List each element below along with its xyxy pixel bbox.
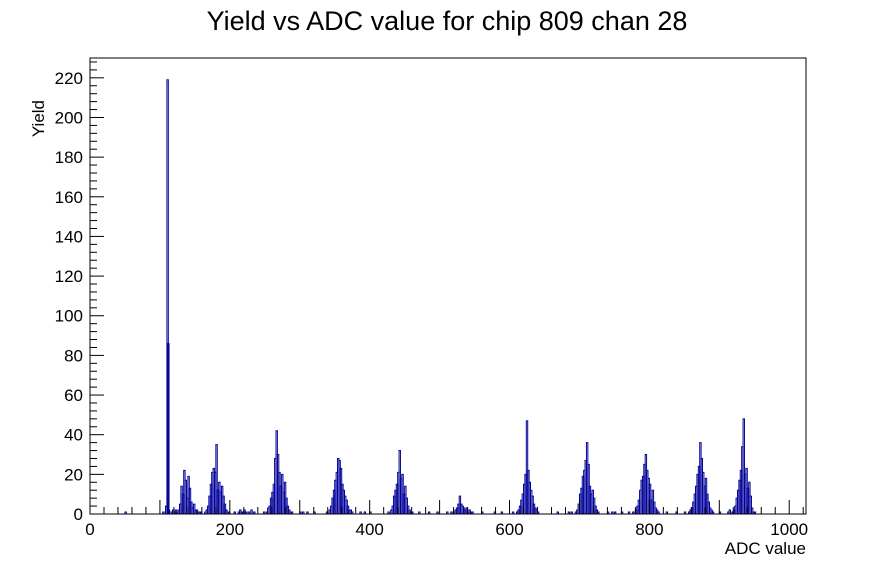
x-tick-label: 800: [635, 520, 663, 539]
histogram-bars: [124, 79, 757, 514]
histogram-bin: [632, 511, 635, 514]
histogram-bin: [253, 511, 256, 514]
plot-frame: [89, 57, 807, 515]
histogram-bin: [657, 511, 660, 514]
histogram-bin: [683, 511, 687, 514]
y-tick-label: 60: [64, 386, 83, 405]
y-tick-label: 140: [55, 227, 83, 246]
histogram-bin: [162, 511, 165, 514]
x-tick-label: 200: [216, 520, 244, 539]
x-tick-label: 1000: [770, 520, 808, 539]
chart-title: Yield vs ADC value for chip 809 chan 28: [207, 6, 688, 36]
histogram-bin: [306, 511, 309, 514]
histogram-bin: [627, 511, 631, 514]
histogram-bin: [363, 511, 366, 514]
x-axis-title: ADC value: [725, 539, 806, 558]
y-tick-label: 20: [64, 465, 83, 484]
histogram-bin: [597, 511, 600, 514]
histogram-bin: [613, 511, 617, 514]
histogram-bin: [446, 511, 449, 514]
histogram-bin: [223, 503, 227, 514]
x-tick-label: 0: [85, 520, 94, 539]
histogram-bin: [167, 342, 170, 514]
histogram-bin: [450, 511, 453, 514]
histogram-bin: [750, 507, 754, 514]
y-tick-label: 0: [74, 505, 83, 524]
histogram-bin: [742, 418, 745, 514]
histogram-bin: [192, 503, 196, 514]
x-tick-label: 400: [356, 520, 384, 539]
y-tick-label: 120: [55, 267, 83, 286]
histogram-bin: [262, 511, 266, 514]
histogram-bin: [184, 479, 187, 514]
y-axis-title: Yield: [29, 100, 48, 137]
y-tick-label: 80: [64, 346, 83, 365]
histogram-bin: [753, 511, 757, 514]
y-axis: 0 20 40 60 80 100 120 140 160 180 200 220: [55, 61, 104, 524]
histogram-bin: [290, 511, 294, 514]
histogram-bin: [351, 511, 354, 514]
histogram-bin: [511, 511, 515, 514]
histogram-bin: [749, 495, 752, 514]
histogram-bin: [500, 511, 504, 514]
y-tick-label: 180: [55, 148, 83, 167]
histogram-bin: [728, 509, 731, 514]
histogram-bin: [570, 511, 573, 514]
histogram-bin: [418, 511, 421, 514]
histogram-bin: [665, 511, 669, 514]
histogram-bin: [471, 511, 474, 514]
y-tick-label: 160: [55, 188, 83, 207]
histogram-bin: [567, 511, 571, 514]
histogram-bin: [556, 511, 559, 514]
x-axis: 0 200 400 600 800 1000: [85, 500, 808, 539]
y-tick-label: 100: [55, 307, 83, 326]
histogram-bin: [250, 509, 253, 514]
histogram-bin: [648, 483, 652, 514]
x-tick-label: 600: [495, 520, 523, 539]
histogram-bin: [359, 511, 362, 514]
histogram-bin: [233, 511, 236, 514]
histogram-bin: [188, 487, 192, 514]
histogram-bin: [167, 509, 171, 514]
histogram-bin: [244, 511, 248, 514]
histogram-bin: [525, 420, 529, 514]
histogram-bin: [711, 511, 715, 514]
y-tick-label: 40: [64, 426, 83, 445]
histogram-bin: [436, 511, 439, 514]
histogram-bin: [215, 444, 218, 514]
histogram-bin: [387, 511, 390, 514]
y-tick-label: 200: [55, 108, 83, 127]
histogram-bin: [124, 511, 127, 514]
y-tick-label: 220: [55, 69, 83, 88]
histogram-bin: [166, 79, 169, 514]
histogram-bin: [611, 511, 614, 514]
histogram-bin: [247, 511, 250, 514]
histogram-bin: [427, 511, 431, 514]
histogram-bin: [302, 511, 305, 514]
